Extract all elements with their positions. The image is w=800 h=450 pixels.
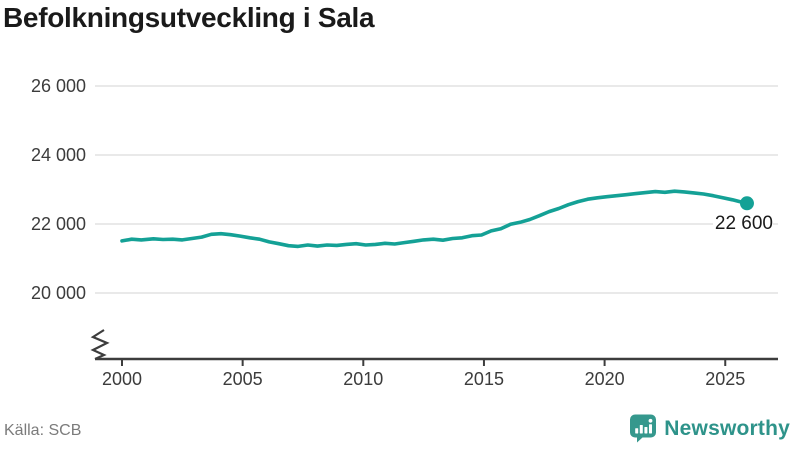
x-tick-label: 2005 xyxy=(223,369,263,389)
chart-title: Befolkningsutveckling i Sala xyxy=(3,2,375,33)
y-tick-label: 20 000 xyxy=(31,283,86,303)
x-tick-label: 2015 xyxy=(464,369,504,389)
x-tick-label: 2020 xyxy=(585,369,625,389)
end-point-marker xyxy=(739,196,754,211)
y-tick-label: 24 000 xyxy=(31,145,86,165)
newsworthy-logo[interactable]: Newsworthy xyxy=(629,414,790,443)
source-label: Källa: SCB xyxy=(4,422,82,439)
x-tick-label: 2010 xyxy=(343,369,383,389)
y-axis-break xyxy=(90,329,110,361)
newsworthy-logo-text: Newsworthy xyxy=(664,416,790,440)
end-point-label: 22 600 xyxy=(715,213,773,234)
x-tick-label: 2000 xyxy=(102,369,142,389)
newsworthy-speech-bubble-chart-icon xyxy=(630,414,657,443)
population-line xyxy=(120,189,749,249)
x-tick-label: 2025 xyxy=(705,369,745,389)
chart-footer: Källa: SCB Newsworthy xyxy=(0,408,800,450)
y-tick-label: 22 000 xyxy=(31,214,86,234)
y-tick-label: 26 000 xyxy=(31,76,86,96)
end-label-backing xyxy=(713,214,773,231)
